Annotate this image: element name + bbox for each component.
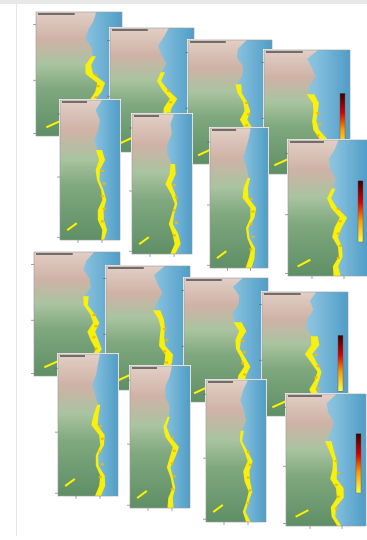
top-border [0, 0, 367, 4]
heat-colorbar [337, 335, 344, 392]
map-panel [203, 379, 267, 525]
map-panel [285, 139, 367, 279]
map-panel [103, 265, 191, 393]
map-panel [129, 113, 193, 257]
map-panel [55, 353, 119, 499]
map-panel [283, 393, 367, 529]
map-panel [57, 99, 121, 243]
heat-colorbar [355, 433, 362, 494]
map-panel [207, 127, 269, 271]
left-border [16, 4, 17, 536]
heat-colorbar [357, 180, 364, 243]
map-panel [107, 27, 195, 155]
map-panel [127, 365, 191, 511]
